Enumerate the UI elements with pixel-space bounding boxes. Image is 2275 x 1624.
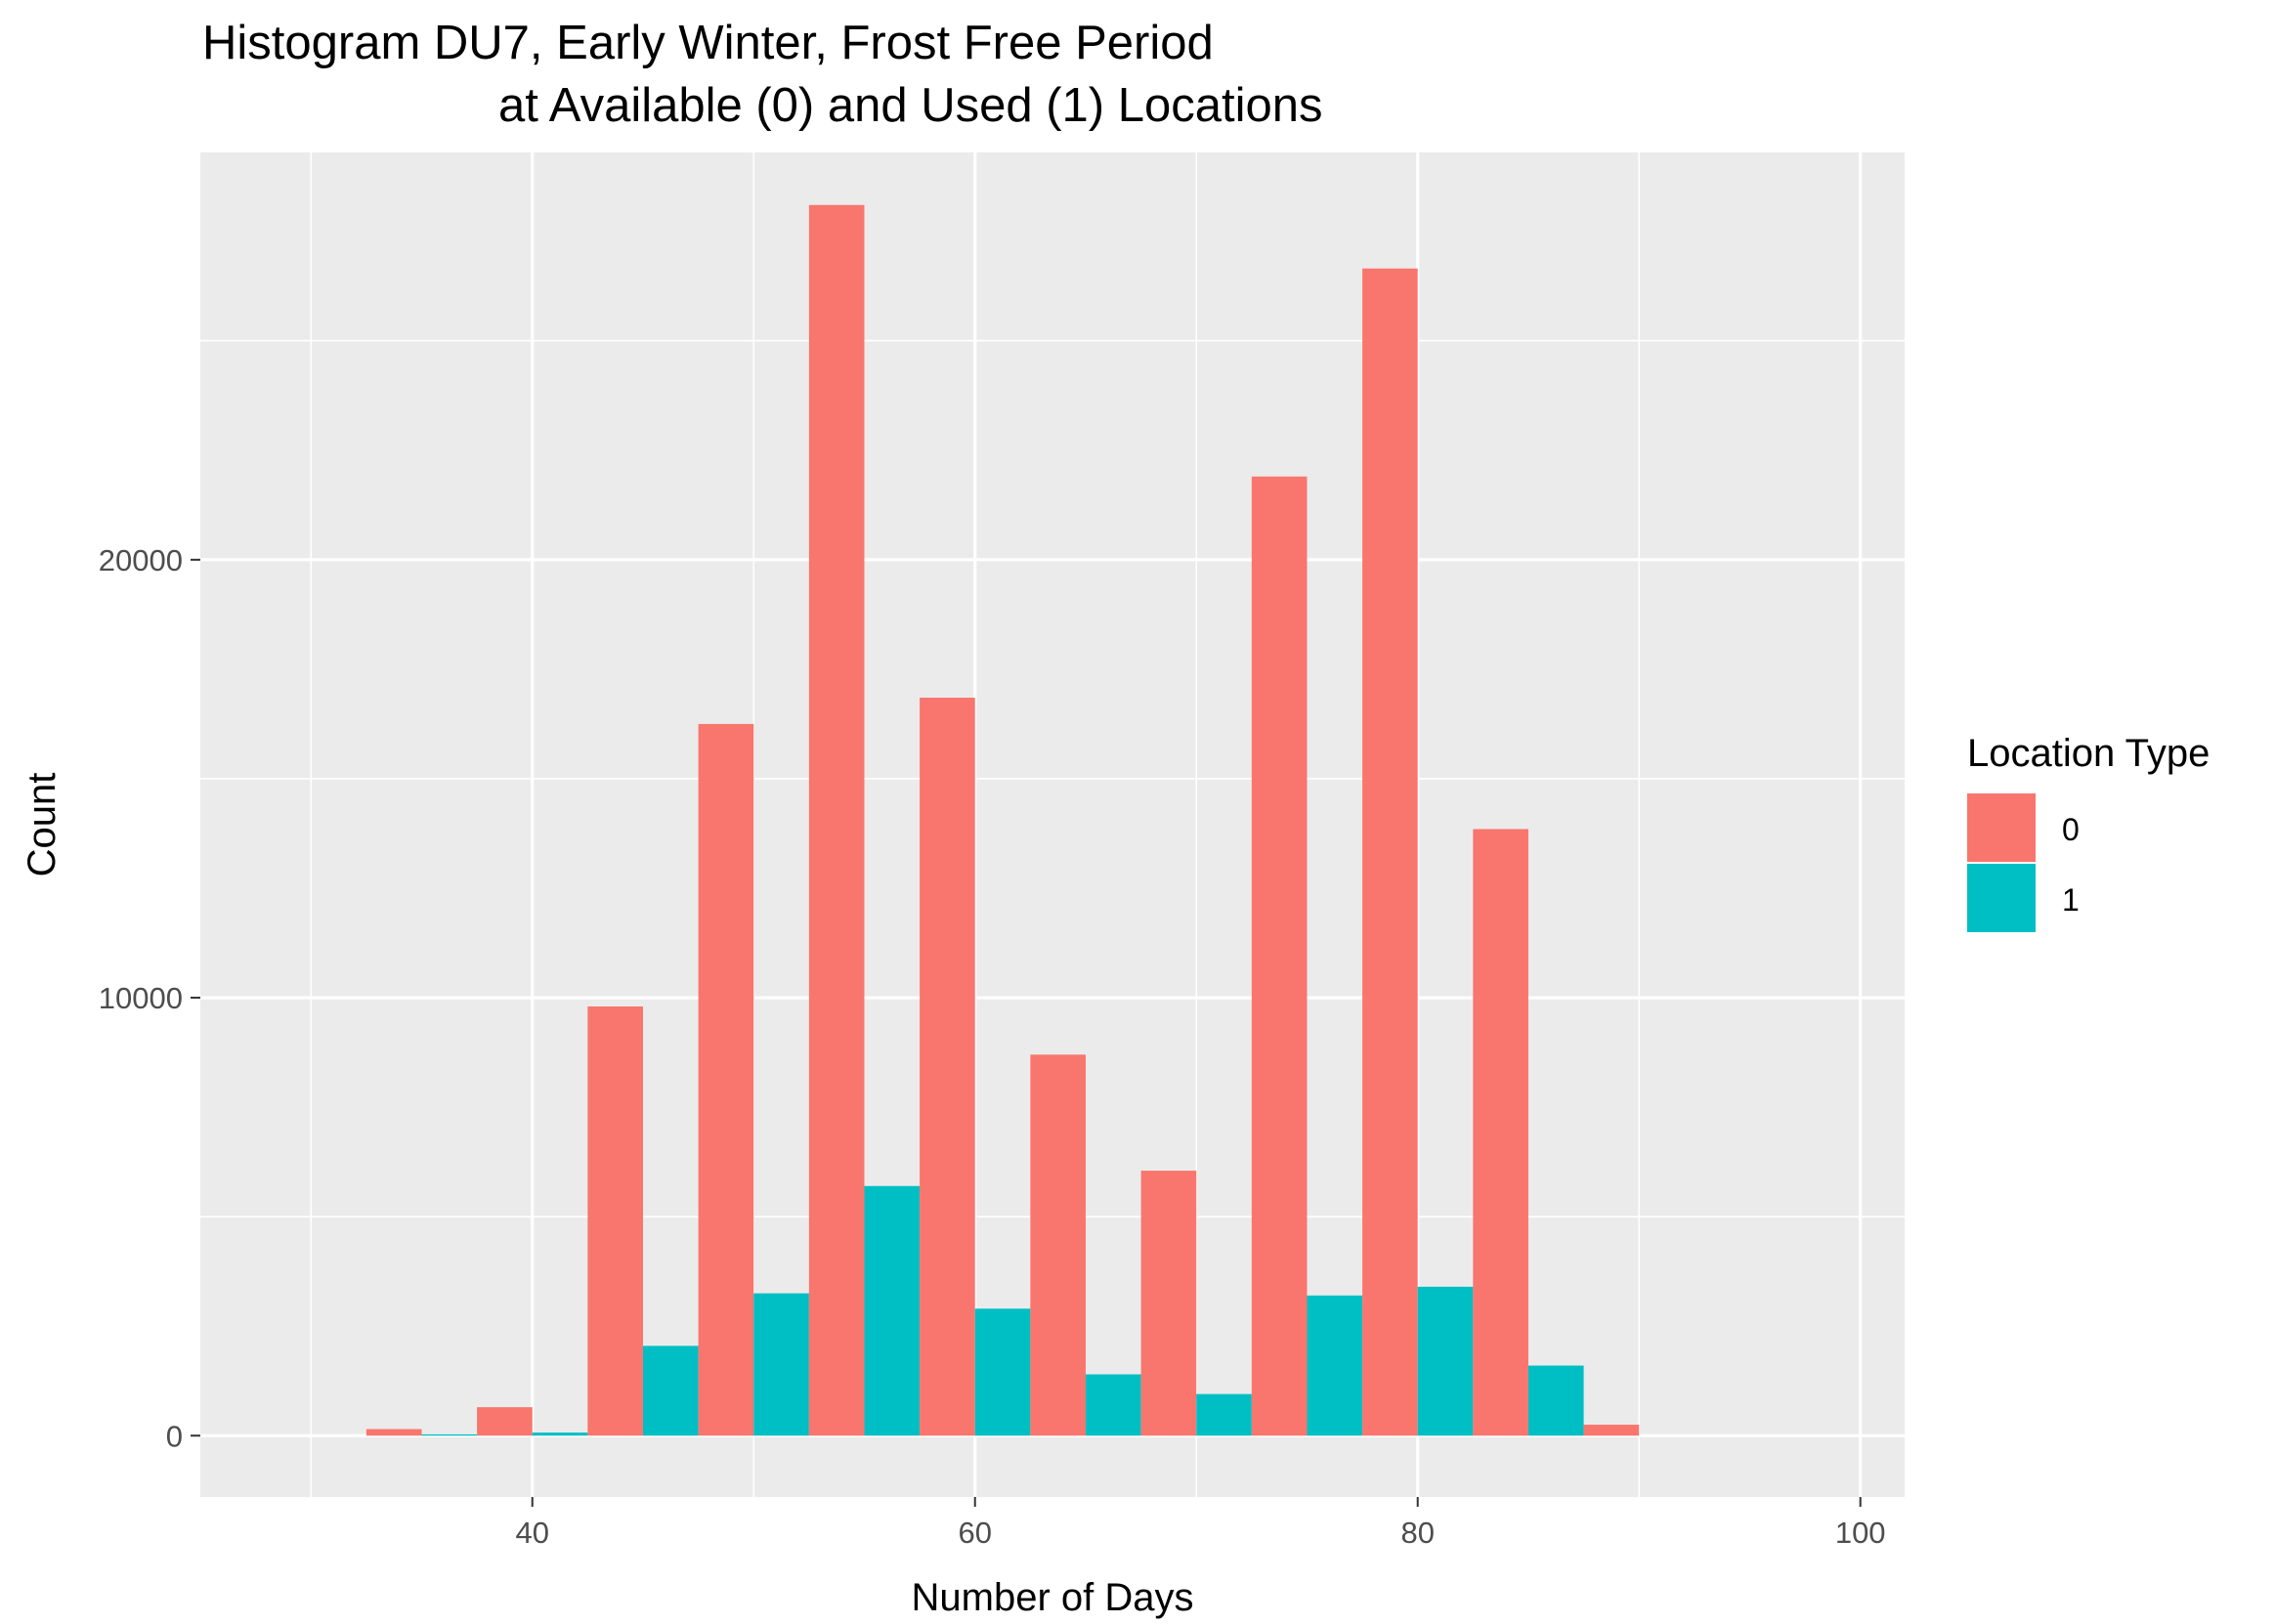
bar-series-1-bin-40 <box>532 1432 588 1436</box>
bar-series-1-bin-65 <box>1085 1374 1141 1436</box>
x-tick-label: 60 <box>958 1516 991 1550</box>
bar-series-1-bin-80 <box>1417 1286 1474 1436</box>
bar-series-0-bin-90 <box>1583 1425 1640 1436</box>
bar-series-0-bin-80 <box>1362 268 1418 1436</box>
bar-series-0-bin-50 <box>698 723 754 1436</box>
legend-title: Location Type <box>1967 732 2210 775</box>
bar-series-1-bin-45 <box>642 1346 699 1436</box>
bar-series-0-bin-55 <box>808 204 865 1436</box>
chart-title-line-1: Histogram DU7, Early Winter, Frost Free … <box>202 17 1214 69</box>
bar-series-0-bin-70 <box>1140 1171 1197 1436</box>
bar-series-1-bin-85 <box>1527 1365 1584 1436</box>
bar-series-1-bin-75 <box>1307 1295 1363 1436</box>
y-tick-label: 20000 <box>99 543 183 577</box>
legend: Location Type 0 1 <box>1967 732 2210 932</box>
bar-series-0-bin-60 <box>920 698 975 1436</box>
x-tick-label: 80 <box>1400 1516 1434 1550</box>
bar-series-0-bin-35 <box>365 1429 422 1436</box>
legend-label-0: 0 <box>2062 812 2080 847</box>
legend-key-0 <box>1967 793 2036 862</box>
legend-label-1: 1 <box>2062 882 2080 918</box>
bar-series-1-bin-60 <box>974 1308 1031 1436</box>
legend-key-1 <box>1967 864 2036 932</box>
bar-series-0-bin-75 <box>1251 476 1308 1436</box>
bar-series-0-bin-65 <box>1030 1054 1086 1436</box>
x-axis: 40 60 80 100 <box>515 1497 1886 1550</box>
bar-series-1-bin-35 <box>421 1433 478 1436</box>
y-axis-label: Count <box>21 773 64 877</box>
x-tick-label: 100 <box>1835 1516 1886 1550</box>
bars <box>365 204 1640 1436</box>
bar-series-1-bin-50 <box>753 1293 809 1436</box>
bar-series-0-bin-45 <box>587 1006 643 1436</box>
chart-title-line-2: at Available (0) and Used (1) Locations <box>498 79 1322 132</box>
x-tick-label: 40 <box>515 1516 548 1550</box>
bar-series-1-bin-70 <box>1196 1393 1252 1436</box>
bar-series-0-bin-40 <box>477 1407 533 1436</box>
x-axis-label: Number of Days <box>912 1576 1194 1619</box>
bar-series-0-bin-85 <box>1473 829 1528 1436</box>
y-axis: 0 10000 20000 <box>99 543 200 1453</box>
y-tick-label: 0 <box>166 1419 183 1453</box>
bar-series-1-bin-55 <box>864 1185 921 1436</box>
y-tick-label: 10000 <box>99 981 183 1015</box>
